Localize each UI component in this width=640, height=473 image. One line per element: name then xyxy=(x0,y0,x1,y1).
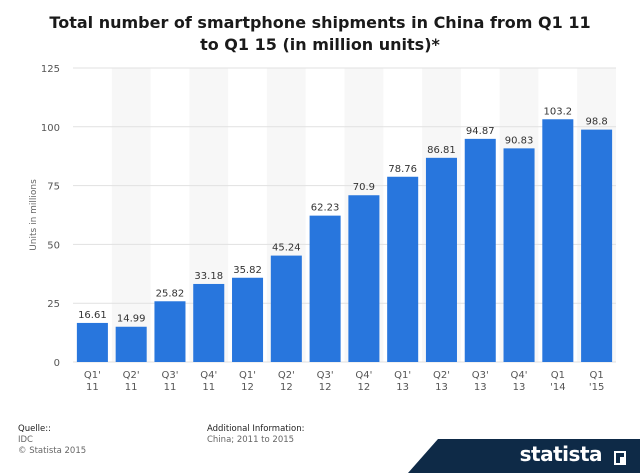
data-label: 103.2 xyxy=(544,106,573,117)
y-tick-label: 25 xyxy=(47,299,60,310)
source-name: IDC xyxy=(18,435,33,445)
bar[interactable] xyxy=(115,326,147,362)
y-tick-label: 50 xyxy=(47,240,60,251)
x-tick-label: Q1' 12 xyxy=(239,370,256,393)
bar[interactable] xyxy=(309,215,341,362)
bar[interactable] xyxy=(581,129,613,362)
background-band xyxy=(111,68,151,362)
bar[interactable] xyxy=(503,148,535,362)
x-tick-label: Q3' 13 xyxy=(472,370,489,393)
data-label: 86.81 xyxy=(427,145,456,156)
x-tick-label: Q2' 11 xyxy=(123,370,140,393)
bar[interactable] xyxy=(154,301,186,362)
x-tick-label: Q3' 11 xyxy=(161,370,178,393)
data-label: 62.23 xyxy=(311,203,340,214)
x-tick-label: Q4' 11 xyxy=(200,370,217,393)
brand-banner xyxy=(408,439,640,473)
x-tick-label: Q2' 12 xyxy=(278,370,295,393)
data-label: 90.83 xyxy=(505,135,534,146)
y-axis-label: Units in millions xyxy=(29,179,39,251)
bar[interactable] xyxy=(76,322,108,362)
bar[interactable] xyxy=(425,157,457,362)
additional-info-block: Additional Information: China; 2011 to 2… xyxy=(207,424,304,446)
data-label: 70.9 xyxy=(353,182,375,193)
data-label: 35.82 xyxy=(233,265,262,276)
data-label: 78.76 xyxy=(388,164,417,175)
x-tick-label: Q1'14 xyxy=(550,370,565,393)
info-heading: Additional Information: xyxy=(207,424,305,434)
data-label: 94.87 xyxy=(466,126,495,137)
bar[interactable] xyxy=(232,277,264,362)
y-tick-label: 100 xyxy=(41,123,60,134)
x-tick-label: Q4' 13 xyxy=(511,370,528,393)
bar[interactable] xyxy=(348,195,380,362)
chart-title: Total number of smartphone shipments in … xyxy=(49,13,591,54)
bar[interactable] xyxy=(193,283,225,362)
info-text: China; 2011 to 2015 xyxy=(207,435,295,445)
data-label: 25.82 xyxy=(156,288,185,299)
data-label: 33.18 xyxy=(194,271,223,282)
data-label: 16.61 xyxy=(78,310,107,321)
bar[interactable] xyxy=(270,255,302,362)
source-block: Quelle:: IDC © Statista 2015 xyxy=(18,424,86,457)
data-label: 14.99 xyxy=(117,314,146,325)
statista-logo[interactable]: statista xyxy=(408,439,640,473)
brand-name: statista xyxy=(519,442,603,466)
y-tick-label: 125 xyxy=(41,64,60,75)
data-label: 98.8 xyxy=(585,117,607,128)
x-tick-label: Q3' 12 xyxy=(317,370,334,393)
x-tick-label: Q1' 13 xyxy=(394,370,411,393)
bar[interactable] xyxy=(387,176,419,362)
y-tick-label: 0 xyxy=(54,358,60,369)
x-tick-label: Q2' 13 xyxy=(433,370,450,393)
copyright: © Statista 2015 xyxy=(18,446,87,456)
bar[interactable] xyxy=(464,138,496,362)
source-heading: Quelle:: xyxy=(18,424,51,434)
bar-chart: 16.61 14.99 25.82 33.18 35.82 45.24 62.23 70.9 7… xyxy=(29,64,616,393)
data-label: 45.24 xyxy=(272,243,301,254)
y-tick-label: 75 xyxy=(47,182,60,193)
x-tick-label: Q1'15 xyxy=(589,370,604,393)
bar[interactable] xyxy=(542,119,574,363)
x-tick-label: Q1' 11 xyxy=(84,370,101,393)
x-tick-label: Q4' 12 xyxy=(355,370,372,393)
